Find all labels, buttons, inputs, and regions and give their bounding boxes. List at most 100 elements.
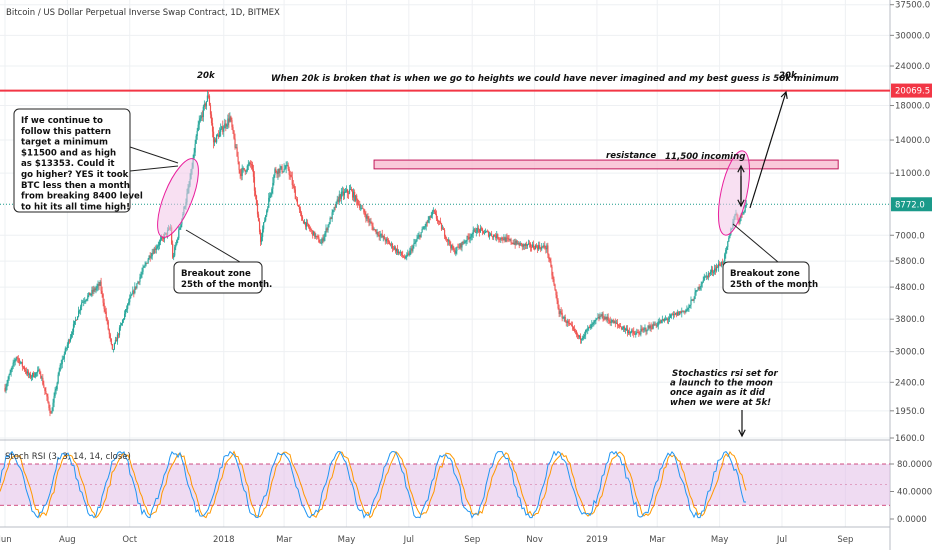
candle-body: [5, 386, 7, 391]
candle-270: [280, 165, 282, 170]
candle-body: [492, 236, 494, 238]
candle-0: [4, 384, 6, 393]
candle-586: [603, 315, 605, 321]
candle-131: [138, 281, 140, 285]
candle-body: [176, 240, 178, 245]
time-label: May: [338, 535, 356, 545]
candle-432: [446, 236, 448, 243]
candle-434: [448, 237, 450, 246]
candle-199: [207, 91, 210, 99]
candle-279: [289, 170, 291, 180]
candle-body: [568, 323, 570, 324]
candle-385: [397, 249, 400, 256]
candle-679: [698, 284, 700, 291]
candle-body: [405, 256, 407, 259]
candle-body: [227, 118, 229, 126]
candle-body: [312, 230, 314, 236]
candle-body: [362, 207, 364, 209]
candle-body: [26, 371, 29, 374]
candle-body: [242, 167, 244, 169]
candle-135: [142, 264, 144, 275]
candle-472: [486, 229, 489, 233]
candle-body: [487, 231, 490, 237]
candle-body: [71, 331, 74, 335]
candle-body: [130, 295, 132, 298]
candle-416: [429, 215, 431, 221]
candle-700: [720, 262, 722, 267]
candle-133: [140, 271, 142, 279]
candle-630: [648, 321, 650, 330]
candle-244: [253, 171, 256, 197]
candle-body: [714, 268, 717, 271]
candle-body: [18, 359, 20, 364]
candle-708: [728, 235, 730, 242]
candle-604: [621, 326, 624, 330]
candle-body: [615, 322, 617, 324]
candle-495: [510, 237, 512, 245]
candle-body: [29, 374, 32, 378]
candle-body: [696, 290, 698, 292]
stoch-tick-label: 40.0000: [897, 488, 932, 498]
candle-body: [90, 293, 92, 296]
candle-body: [6, 383, 8, 387]
candle-647: [665, 317, 668, 321]
candle-body: [611, 319, 613, 323]
price-tick-label: 3800.0: [895, 315, 925, 325]
candle-230: [239, 169, 241, 179]
candle-342: [354, 189, 356, 203]
candle-body: [559, 311, 561, 314]
candle-body: [676, 312, 678, 316]
candle-241: [250, 160, 252, 170]
candle-body: [311, 229, 313, 231]
candle-body: [524, 243, 526, 246]
price-badge-0: 20069.5: [891, 83, 932, 98]
candle-body: [9, 372, 11, 375]
candle-23: [27, 369, 30, 379]
candle-458: [472, 226, 474, 238]
candle-body: [744, 206, 746, 212]
price-tick-label: 14000.0: [895, 136, 930, 146]
candle-body: [54, 390, 56, 397]
candle-body: [423, 227, 425, 229]
candle-529: [545, 245, 547, 254]
candle-body: [282, 171, 284, 173]
time-label: Mar: [649, 535, 666, 545]
candle-body: [160, 237, 163, 240]
candle-413: [426, 220, 428, 227]
candle-303: [314, 231, 316, 240]
candle-53: [58, 367, 60, 377]
candle-372: [384, 237, 386, 245]
candle-22: [26, 368, 29, 377]
candle-body: [64, 348, 66, 354]
candle-body: [105, 311, 107, 319]
candle-body: [32, 373, 34, 377]
candle-547: [563, 315, 565, 322]
candle-228: [237, 151, 239, 165]
candle-268: [278, 168, 280, 178]
candle-231: [240, 168, 242, 181]
callout-pattern-target-box: [13, 108, 131, 213]
candle-body: [253, 176, 256, 191]
candle-body: [470, 236, 472, 238]
candle-body: [30, 376, 33, 378]
candle-682: [701, 281, 703, 288]
candle-body: [412, 245, 414, 251]
candle-body: [389, 244, 392, 246]
candle-59: [64, 346, 66, 355]
pointer-right-breakout: [732, 223, 779, 263]
candle-8: [12, 359, 14, 370]
candle-552: [568, 319, 570, 326]
label-incoming: 11,500 incoming: [665, 152, 745, 162]
candle-body: [172, 243, 174, 258]
candle-body: [726, 246, 728, 250]
candle-body: [395, 248, 398, 252]
candle-body: [349, 189, 352, 190]
candle-body: [264, 220, 266, 223]
candle-589: [606, 313, 608, 323]
breakout-ellipse-left: [157, 158, 199, 238]
candle-513: [528, 240, 531, 248]
candle-275: [285, 161, 287, 174]
candle-452: [466, 235, 468, 245]
candle-226: [235, 143, 237, 149]
